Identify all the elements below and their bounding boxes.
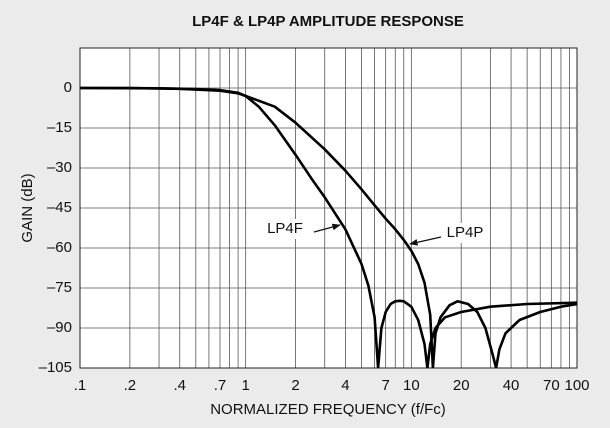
y-tick-label: –45 xyxy=(47,199,72,216)
x-tick-label: 10 xyxy=(403,377,420,394)
x-axis-label: NORMALIZED FREQUENCY (f/Fc) xyxy=(210,401,446,418)
x-tick-label: .2 xyxy=(124,377,137,394)
series-callout: LP4P xyxy=(447,224,484,241)
y-tick-label: –30 xyxy=(47,159,72,176)
y-axis-label: GAIN (dB) xyxy=(19,173,36,242)
y-tick-label: –60 xyxy=(47,239,72,256)
x-tick-label: 40 xyxy=(503,377,520,394)
curves xyxy=(80,86,577,368)
x-tick-label: .7 xyxy=(214,377,227,394)
line-series xyxy=(80,86,577,368)
y-tick-label: –105 xyxy=(39,359,72,376)
callout-arrow xyxy=(409,236,442,246)
series-callout: LP4F xyxy=(267,220,303,237)
x-tick-label: .4 xyxy=(173,377,186,394)
x-tick-label: .1 xyxy=(74,377,87,394)
x-tick-label: 1 xyxy=(241,377,249,394)
callout-bg xyxy=(265,219,305,239)
line-series xyxy=(80,86,577,368)
x-tick-label: 70 xyxy=(543,377,560,394)
x-tick-label: 7 xyxy=(381,377,389,394)
chart-title: LP4F & LP4P AMPLITUDE RESPONSE xyxy=(192,13,464,30)
y-tick-label: 0 xyxy=(64,79,72,96)
y-tick-label: –15 xyxy=(47,119,72,136)
x-tick-label: 4 xyxy=(341,377,349,394)
x-tick-label: 100 xyxy=(564,377,589,394)
plot-frame xyxy=(79,47,578,369)
x-tick-label: 20 xyxy=(453,377,470,394)
x-tick-label: 2 xyxy=(291,377,299,394)
callout-arrow xyxy=(313,223,341,233)
callout-bg xyxy=(445,223,485,243)
y-tick-label: –90 xyxy=(47,319,72,336)
y-tick-label: –75 xyxy=(47,279,72,296)
